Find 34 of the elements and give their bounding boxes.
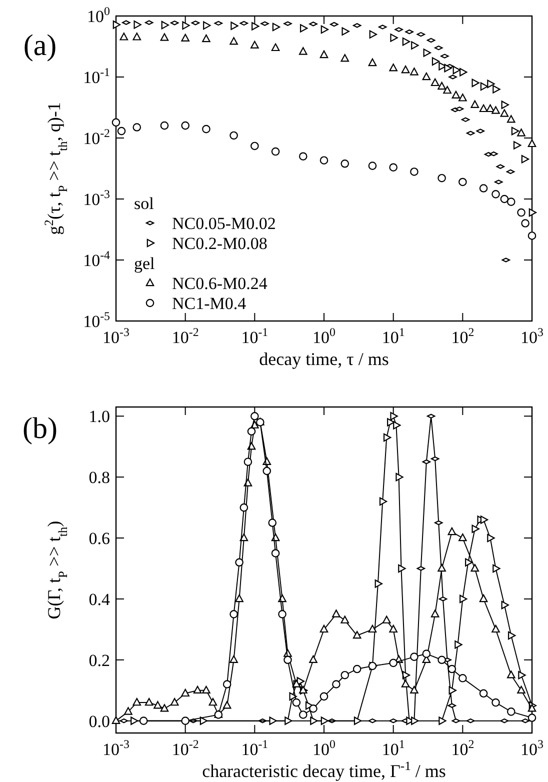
y-tick-label: 10$^{-3}$ — [83, 187, 110, 209]
x-tick-label: 10$^{-3}$ — [102, 737, 130, 759]
x-tick-label: 10$^{-1}$ — [241, 737, 268, 759]
y-tick-label: 0.8 — [88, 468, 110, 488]
x-tick-label: 10$^{3}$ — [520, 325, 544, 347]
legend-label: NC0.6-M0.24 — [172, 274, 268, 293]
y-tick-label: 1.0 — [88, 407, 110, 426]
x-axis-title: characteristic decay time, Γ$^{-1}$ / ms — [202, 759, 446, 781]
annotation: gel — [134, 254, 156, 273]
x-tick-label: 10$^{0}$ — [312, 325, 336, 347]
legend-label: NC0.2-M0.08 — [172, 234, 268, 253]
x-tick-label: 10$^{3}$ — [520, 737, 544, 759]
x-tick-label: 10$^{1}$ — [382, 325, 405, 347]
y-tick-label: 10$^{-2}$ — [83, 126, 110, 148]
x-tick-label: 10$^{-1}$ — [241, 325, 268, 347]
y-tick-label: 10$^{-4}$ — [83, 248, 110, 270]
y-tick-label: 10$^{-1}$ — [83, 65, 110, 87]
legend-label: NC1-M0.4 — [172, 294, 247, 313]
y-tick-label: 0.6 — [88, 529, 110, 548]
x-tick-label: 10$^{0}$ — [312, 737, 336, 759]
x-tick-label: 10$^{1}$ — [382, 737, 405, 759]
x-tick-label: 10$^{2}$ — [451, 325, 474, 347]
x-tick-label: 10$^{-2}$ — [172, 737, 199, 759]
annotation: sol — [134, 194, 154, 213]
x-tick-label: 10$^{-2}$ — [172, 325, 199, 347]
legend-label: NC0.05-M0.02 — [172, 214, 276, 233]
y-tick-label: 0.2 — [88, 650, 110, 670]
x-tick-label: 10$^{2}$ — [451, 737, 474, 759]
y-tick-label: 10$^{0}$ — [87, 4, 110, 26]
y-tick-label: 0.4 — [88, 590, 110, 609]
y-tick-label: 0.0 — [88, 712, 110, 731]
text: (a) — [23, 29, 57, 62]
x-axis-title: decay time, τ / ms — [259, 349, 389, 369]
text: (b) — [22, 412, 58, 445]
